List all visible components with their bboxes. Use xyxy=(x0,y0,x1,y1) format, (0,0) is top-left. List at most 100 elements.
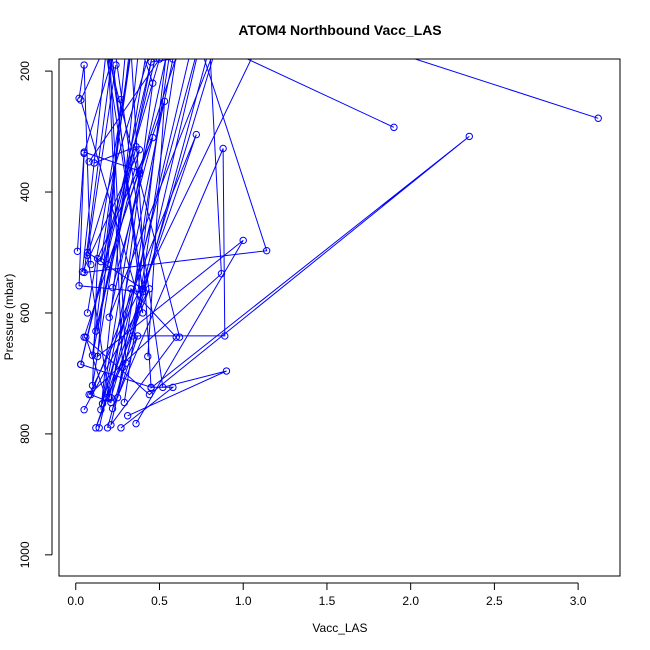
data-point xyxy=(221,332,229,340)
data-point xyxy=(126,7,132,13)
series-line xyxy=(98,59,198,429)
data-point xyxy=(113,393,122,402)
data-point xyxy=(465,132,473,141)
data-point xyxy=(80,61,88,69)
data-point xyxy=(95,424,103,432)
data-point xyxy=(120,398,129,407)
data-point xyxy=(114,38,120,44)
data-point xyxy=(132,419,140,428)
data-point xyxy=(78,268,87,276)
series-line xyxy=(83,59,599,396)
data-point xyxy=(83,309,92,317)
series-line xyxy=(80,59,144,368)
data-point xyxy=(160,7,166,13)
plot-frame xyxy=(58,58,621,577)
data-point xyxy=(147,59,155,66)
data-point xyxy=(175,333,184,341)
data-point xyxy=(117,424,125,432)
data-point xyxy=(156,38,162,44)
data-point xyxy=(103,424,112,432)
data-point xyxy=(118,7,124,13)
data-point xyxy=(112,61,120,69)
series-line xyxy=(76,99,141,265)
data-point xyxy=(232,38,238,44)
data-point xyxy=(134,332,142,340)
data-point xyxy=(75,282,83,290)
chart-title: ATOM4 Northbound Vacc_LAS xyxy=(238,22,441,38)
data-point xyxy=(139,309,147,317)
data-point xyxy=(390,123,398,132)
data-point xyxy=(165,38,171,44)
data-point xyxy=(135,146,144,154)
y-tick-label: 600 xyxy=(18,303,32,323)
data-point xyxy=(173,7,179,13)
data-point xyxy=(108,404,117,413)
series-line xyxy=(83,59,268,403)
data-point xyxy=(166,20,172,26)
data-point xyxy=(169,383,177,392)
data-point xyxy=(85,390,93,399)
data-point xyxy=(239,236,247,245)
data-point xyxy=(190,38,196,44)
data-point xyxy=(80,406,88,414)
data-point xyxy=(90,159,98,167)
x-tick-label: 0.5 xyxy=(151,594,168,608)
data-point xyxy=(181,0,187,2)
data-point xyxy=(77,360,85,369)
y-tick-label: 200 xyxy=(18,61,32,81)
y-axis-label: Pressure (mbar) xyxy=(2,274,16,361)
series-line xyxy=(86,59,181,338)
data-point xyxy=(173,7,179,13)
data-point xyxy=(222,367,231,375)
x-tick-label: 2.0 xyxy=(402,594,419,608)
data-point xyxy=(176,44,182,50)
data-point xyxy=(149,133,157,142)
data-point xyxy=(77,96,85,104)
y-tick-label: 800 xyxy=(18,424,32,444)
data-point xyxy=(139,285,147,293)
data-point xyxy=(140,7,146,13)
data-point xyxy=(160,97,169,106)
data-point xyxy=(215,38,221,44)
y-tick-label: 1000 xyxy=(18,541,32,568)
data-point xyxy=(85,158,93,166)
data-point xyxy=(73,247,82,255)
data-point xyxy=(219,144,227,153)
data-point xyxy=(102,393,110,402)
y-tick-label: 400 xyxy=(18,182,32,202)
series-line xyxy=(108,59,214,398)
series-line xyxy=(78,64,92,265)
series-line xyxy=(78,59,144,364)
data-point xyxy=(87,260,95,269)
data-point xyxy=(144,352,152,361)
data-point xyxy=(262,246,271,255)
data-point xyxy=(135,167,144,175)
series-line xyxy=(246,59,395,128)
data-point xyxy=(109,50,115,56)
data-point xyxy=(88,381,97,390)
data-point xyxy=(97,257,105,266)
data-point xyxy=(97,406,105,414)
series-line xyxy=(81,59,140,332)
series-line xyxy=(83,59,197,429)
data-point xyxy=(148,20,154,26)
series-layer xyxy=(73,0,602,432)
data-point xyxy=(169,59,177,63)
data-point xyxy=(82,333,90,341)
x-axis-label: Vacc_LAS xyxy=(312,621,367,635)
data-point xyxy=(106,44,112,50)
data-point xyxy=(257,38,263,44)
data-point xyxy=(123,412,132,420)
data-point xyxy=(155,59,164,63)
data-point xyxy=(118,363,127,372)
series-line xyxy=(87,59,160,314)
x-tick-label: 1.0 xyxy=(235,594,252,608)
x-tick-label: 1.5 xyxy=(319,594,336,608)
data-point xyxy=(131,7,137,13)
data-point xyxy=(103,1,109,7)
data-point xyxy=(203,13,209,19)
x-tick-label: 0.0 xyxy=(67,594,84,608)
x-tick-label: 3.0 xyxy=(570,594,587,608)
data-point xyxy=(129,38,135,44)
data-point xyxy=(123,1,129,7)
